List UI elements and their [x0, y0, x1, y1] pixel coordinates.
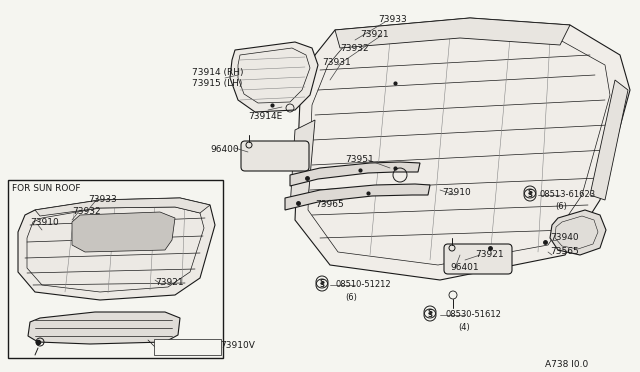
Text: 73914 (RH): 73914 (RH) — [192, 68, 243, 77]
Text: 73933: 73933 — [378, 15, 407, 24]
Text: S: S — [428, 309, 433, 315]
Text: FOR SUN ROOF: FOR SUN ROOF — [12, 184, 81, 193]
Text: 96400: 96400 — [210, 145, 239, 154]
Polygon shape — [290, 120, 315, 208]
Text: 73910: 73910 — [442, 188, 471, 197]
Text: 08530-51612: 08530-51612 — [445, 310, 501, 319]
Text: (6): (6) — [555, 202, 567, 211]
Text: 08513-61623: 08513-61623 — [540, 190, 596, 199]
Text: 73910: 73910 — [30, 218, 59, 227]
FancyBboxPatch shape — [444, 244, 512, 274]
Text: S: S — [428, 312, 433, 318]
Text: S: S — [527, 189, 532, 195]
Text: 73940: 73940 — [550, 233, 579, 242]
Polygon shape — [35, 198, 210, 216]
Polygon shape — [285, 184, 430, 210]
Text: (4): (4) — [458, 323, 470, 332]
Text: 73933: 73933 — [88, 195, 116, 204]
Text: 73565: 73565 — [550, 247, 579, 256]
Text: (6): (6) — [345, 293, 357, 302]
Text: 73932: 73932 — [340, 44, 369, 53]
Text: 73910V: 73910V — [220, 341, 255, 350]
Polygon shape — [590, 80, 628, 200]
FancyBboxPatch shape — [241, 141, 309, 171]
Text: 73921: 73921 — [155, 278, 184, 287]
Bar — [8, 180, 223, 358]
Text: 73965: 73965 — [315, 200, 344, 209]
Polygon shape — [18, 198, 215, 300]
Text: 73921: 73921 — [360, 30, 388, 39]
Text: 73932: 73932 — [72, 207, 100, 216]
Text: S: S — [319, 279, 324, 285]
Polygon shape — [230, 42, 318, 112]
FancyBboxPatch shape — [154, 339, 221, 355]
Polygon shape — [28, 312, 180, 344]
Text: S: S — [527, 192, 532, 198]
Polygon shape — [290, 162, 420, 186]
Polygon shape — [335, 18, 570, 48]
Text: 73921: 73921 — [475, 250, 504, 259]
Text: 73914E: 73914E — [248, 112, 282, 121]
Text: 08510-51212: 08510-51212 — [335, 280, 390, 289]
Text: 96401: 96401 — [450, 263, 479, 272]
Text: 73915 (LH): 73915 (LH) — [192, 79, 243, 88]
Text: 73951: 73951 — [345, 155, 374, 164]
Text: 73931: 73931 — [322, 58, 351, 67]
Polygon shape — [550, 210, 606, 255]
Polygon shape — [72, 212, 175, 252]
Text: S: S — [319, 282, 324, 288]
Text: A738 I0.0: A738 I0.0 — [545, 360, 588, 369]
Polygon shape — [295, 18, 630, 280]
